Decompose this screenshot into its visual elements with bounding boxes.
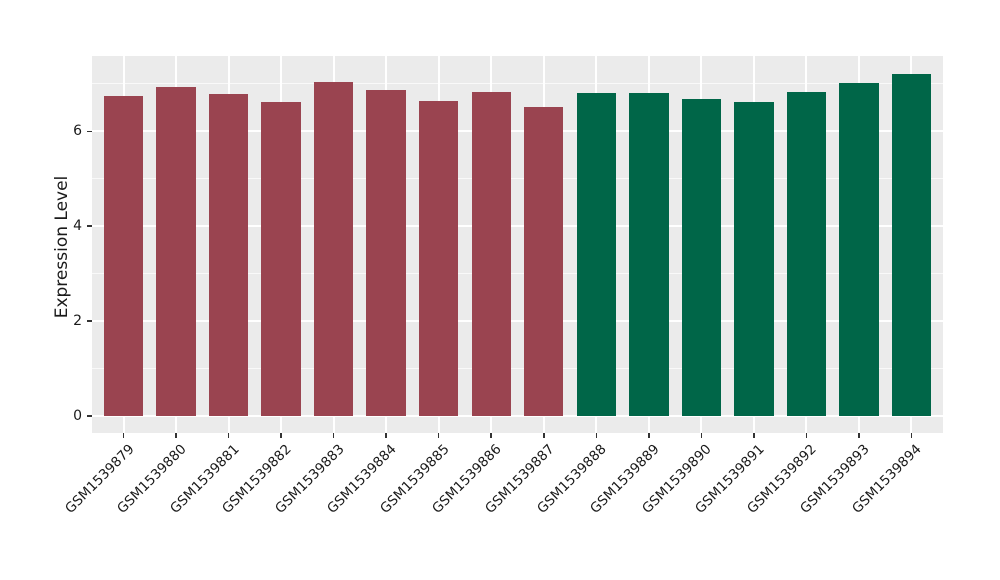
gridline-major <box>92 414 943 417</box>
bar-GSM1539894 <box>891 74 932 416</box>
x-axis-tick <box>753 433 755 438</box>
gridline-major <box>92 225 943 228</box>
y-axis-title: Expression Level <box>52 175 72 319</box>
x-axis-tick <box>543 433 545 438</box>
x-axis-tick <box>700 433 703 438</box>
y-axis-tick <box>87 130 92 133</box>
gridline-minor <box>92 273 943 275</box>
y-axis-tick <box>87 225 92 227</box>
x-axis-tick <box>332 433 335 438</box>
x-axis-tick <box>227 433 230 438</box>
bar-GSM1539879 <box>103 96 144 416</box>
gridline-major <box>92 130 943 133</box>
y-axis-tick-label: 6 <box>73 123 82 140</box>
y-axis-tick-label: 2 <box>73 313 82 330</box>
x-axis-tick <box>385 433 387 438</box>
x-axis-tick <box>648 433 650 438</box>
bar-GSM1539883 <box>313 81 354 416</box>
x-axis-tick <box>858 433 860 438</box>
bar-GSM1539887 <box>524 107 564 416</box>
x-axis-tick <box>910 433 913 438</box>
x-axis-tick <box>280 433 282 438</box>
x-axis-tick <box>805 433 808 438</box>
bar-GSM1539893 <box>839 82 879 416</box>
plot-panel <box>92 56 943 433</box>
gridline-minor <box>92 83 943 85</box>
bar-GSM1539891 <box>734 101 774 416</box>
y-axis-tick-label: 0 <box>73 407 82 424</box>
bar-GSM1539881 <box>208 94 249 416</box>
bar-GSM1539892 <box>786 91 827 416</box>
gridline-minor <box>92 368 943 369</box>
y-axis-tick <box>87 415 92 417</box>
x-axis-tick <box>122 433 125 438</box>
bar-GSM1539890 <box>681 99 722 416</box>
gridline-major <box>92 320 943 323</box>
bar-GSM1539889 <box>629 92 669 416</box>
x-axis-tick <box>595 433 598 438</box>
bar-GSM1539886 <box>471 92 511 416</box>
bar-GSM1539880 <box>156 87 196 416</box>
x-axis-tick <box>175 433 177 438</box>
y-axis-tick-label: 4 <box>73 218 82 235</box>
x-axis-tick <box>437 433 440 438</box>
bar-GSM1539884 <box>366 89 406 416</box>
bar-GSM1539885 <box>419 101 459 416</box>
y-axis-tick <box>87 320 92 322</box>
bar-GSM1539888 <box>576 92 616 416</box>
gridline-minor <box>92 178 943 180</box>
x-axis-tick <box>490 433 492 438</box>
bar-GSM1539882 <box>261 101 301 416</box>
